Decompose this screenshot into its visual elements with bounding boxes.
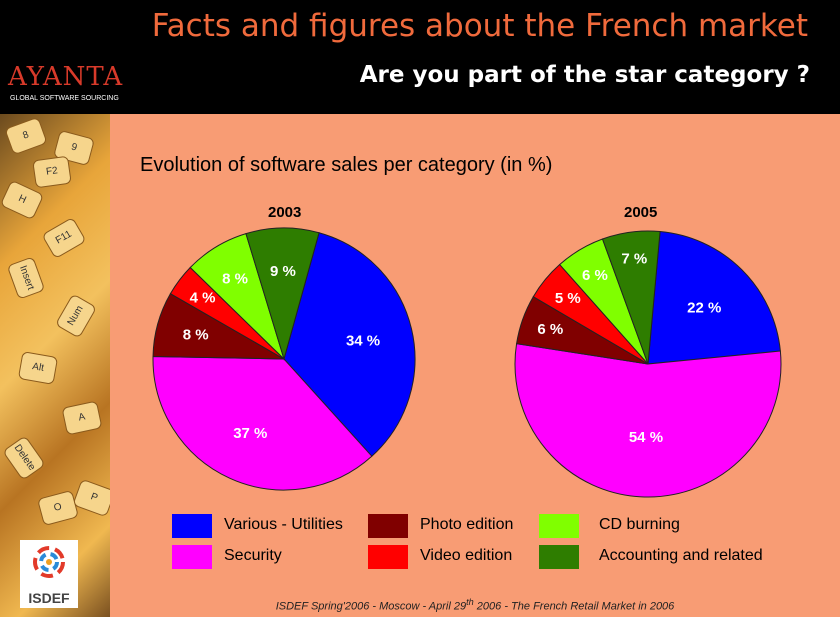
legend-swatch-accounting-and-related (539, 545, 579, 569)
legend-label-video-edition: Video edition (420, 547, 513, 564)
legend-swatch-photo-edition (368, 514, 408, 538)
isdef-logo-label: ISDEF (28, 590, 70, 606)
keyboard-keys-image: 8 9 F2 H F11 Insert Num Alt A Delete O P (0, 114, 110, 617)
legend-swatch-video-edition (368, 545, 408, 569)
pie-2005-label-various-utilities: 22 % (687, 299, 721, 316)
legend-label-security: Security (224, 547, 282, 564)
pie-title-2005: 2005 (624, 204, 658, 221)
pie-2003-slice-security (152, 355, 373, 491)
legend-label-cd-burning: CD burning (599, 516, 680, 533)
pie-2003-slice-accounting-and-related (245, 227, 320, 361)
pie-title-2003: 2003 (268, 204, 302, 221)
footer-text: ISDEF Spring'2006 - Moscow - April 29th … (275, 597, 675, 613)
pie-2003-label-video-edition: 4 % (190, 289, 216, 306)
legend-swatch-security (172, 545, 212, 569)
pie-2003-label-photo-edition: 8 % (183, 326, 209, 343)
pie-2005-slice-security (514, 343, 782, 498)
ayanta-logo: AYANTA GLOBAL SOFTWARE SOURCING (8, 62, 122, 106)
chart-title: Evolution of software sales per category… (140, 154, 553, 176)
pie-2003-label-cd-burning: 8 % (222, 270, 248, 287)
header-bar: Facts and figures about the French marke… (0, 0, 840, 114)
pie-2003-slice-various-utilities (283, 232, 416, 457)
pie-2005-label-photo-edition: 6 % (537, 321, 563, 338)
ayanta-logo-text: AYANTA (8, 62, 124, 92)
pie-2005-label-accounting-and-related: 7 % (621, 250, 647, 267)
pie-2005-slice-accounting-and-related (601, 230, 661, 365)
slide-subtitle: Are you part of the star category ? (359, 62, 810, 88)
pie-2003-label-security: 37 % (233, 425, 267, 442)
isdef-logo-icon (33, 546, 65, 578)
legend-swatch-cd-burning (539, 514, 579, 538)
pie-2005-slice-various-utilities (647, 231, 781, 365)
pie-2005-label-cd-burning: 6 % (582, 267, 608, 284)
isdef-logo: ISDEF (20, 540, 78, 608)
legend-label-accounting-and-related: Accounting and related (599, 547, 763, 564)
pie-2003-label-various-utilities: 34 % (346, 332, 380, 349)
legend-swatch-various-utilities (172, 514, 212, 538)
pie-2005-label-video-edition: 5 % (555, 290, 581, 307)
pie-2005-label-security: 54 % (629, 429, 663, 446)
pie-2003-label-accounting-and-related: 9 % (270, 263, 296, 280)
slide-title: Facts and figures about the French marke… (151, 8, 808, 44)
legend-label-photo-edition: Photo edition (420, 516, 514, 533)
legend-label-various-utilities: Various - Utilities (224, 516, 343, 533)
ayanta-logo-tagline: GLOBAL SOFTWARE SOURCING (10, 95, 119, 102)
